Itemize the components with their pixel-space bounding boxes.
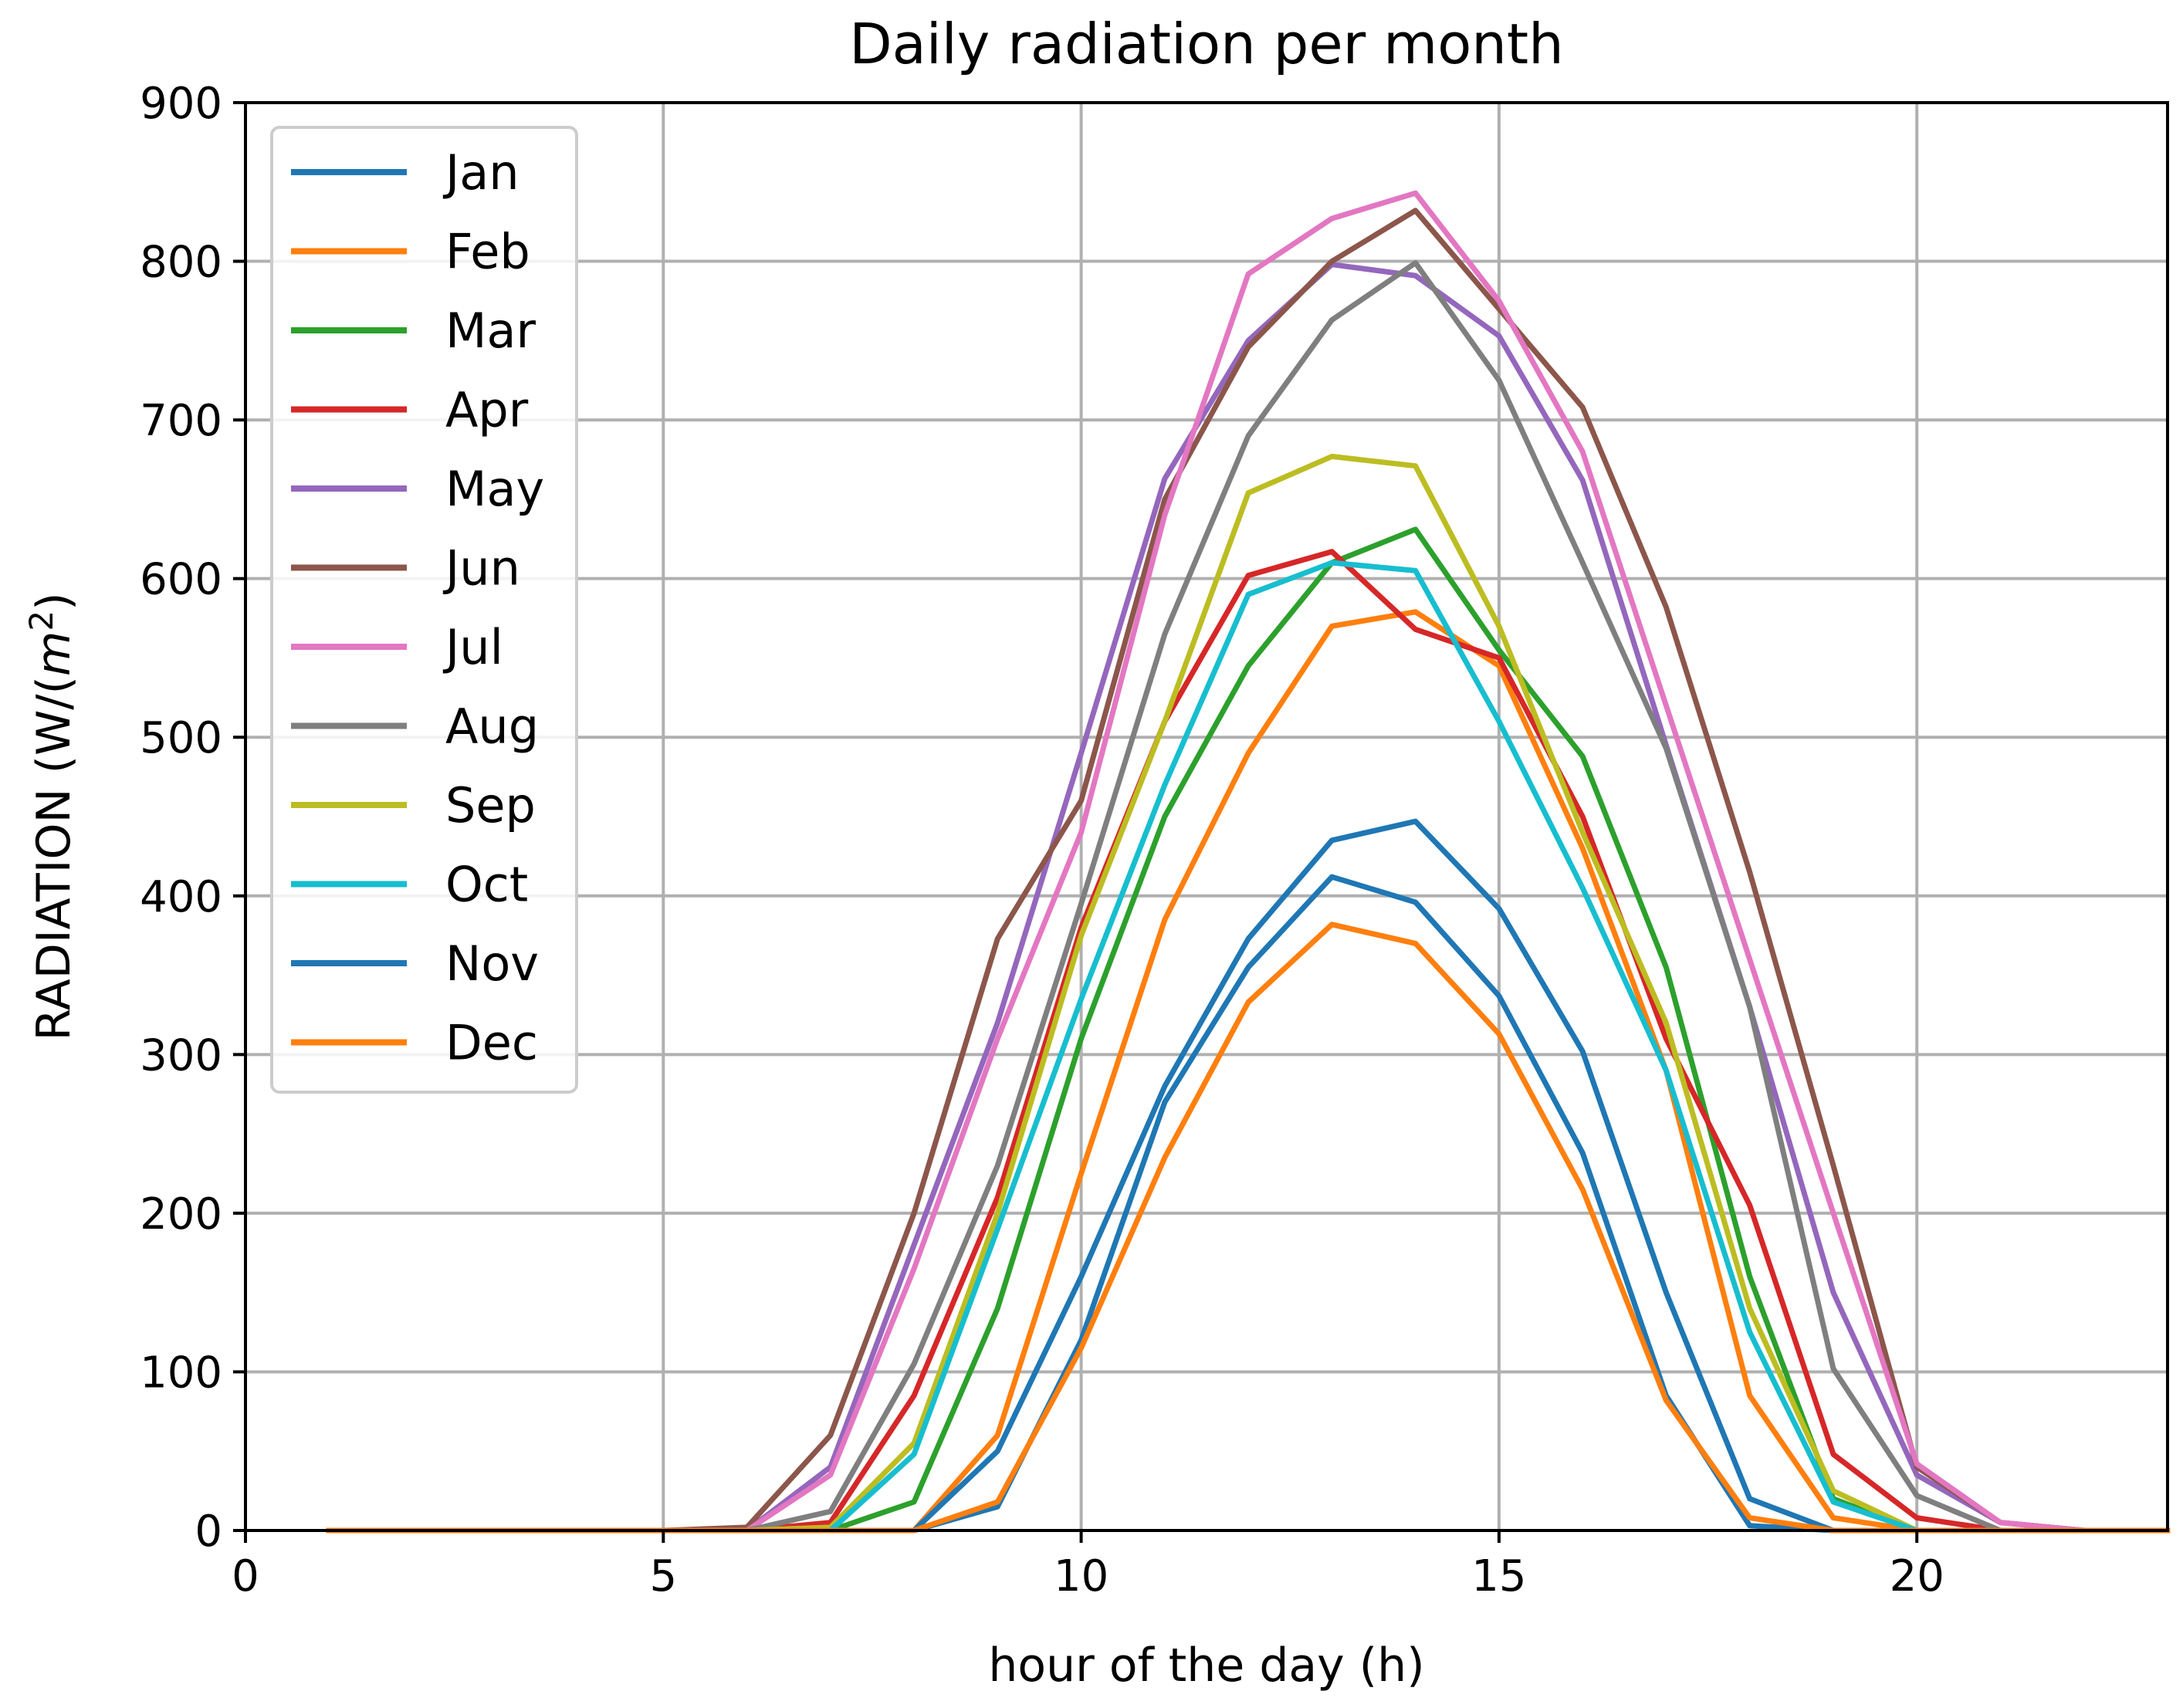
plot-frame <box>244 101 2169 1532</box>
y-axis-title-sup: 2 <box>22 610 60 631</box>
legend-label-aug: Aug <box>445 698 539 755</box>
series-line-jul <box>326 190 2171 1534</box>
legend-label-oct: Oct <box>445 857 528 913</box>
x-tick-label: 20 <box>1890 1551 1944 1601</box>
x-tick-label: 0 <box>232 1551 259 1601</box>
series-line-dec <box>326 922 2171 1534</box>
legend-label-sep: Sep <box>445 777 536 834</box>
y-tick-label: 900 <box>140 79 222 129</box>
y-tick-label: 100 <box>140 1348 222 1398</box>
legend-label-feb: Feb <box>445 224 530 280</box>
y-tick-label: 700 <box>140 396 222 446</box>
y-tick-label: 300 <box>140 1030 222 1081</box>
y-axis-title-var: m <box>27 631 81 676</box>
y-axis-title: RADIATION (W/(m2) <box>22 592 81 1040</box>
series-line-may <box>326 262 2171 1534</box>
legend-label-mar: Mar <box>445 303 536 359</box>
chart-title: Daily radiation per month <box>849 12 1564 76</box>
y-tick-label: 600 <box>140 555 222 605</box>
x-axis-title: hour of the day (h) <box>988 1639 1424 1693</box>
y-axis-title-prefix: RADIATION (W/( <box>27 676 81 1040</box>
legend: Jan Feb Mar Apr May Jun Jul Aug Sep Oct Nov Dec <box>270 126 578 1094</box>
y-tick-label: 800 <box>140 238 222 288</box>
legend-label-may: May <box>445 461 544 517</box>
x-tick-label: 15 <box>1471 1551 1526 1601</box>
y-tick-label: 0 <box>195 1507 222 1557</box>
legend-label-nov: Nov <box>445 935 539 992</box>
x-tick-label: 5 <box>649 1551 677 1601</box>
series-line-jan <box>326 874 2171 1534</box>
y-tick-label: 200 <box>140 1189 222 1240</box>
legend-label-jan: Jan <box>442 144 520 201</box>
y-tick-label: 500 <box>140 713 222 763</box>
legend-box <box>270 126 578 1094</box>
series-line-jun <box>326 208 2171 1534</box>
legend-label-jun: Jun <box>442 540 520 597</box>
legend-label-jul: Jul <box>442 619 503 675</box>
x-tick-label: 10 <box>1054 1551 1108 1601</box>
y-axis-title-suffix: ) <box>27 592 81 610</box>
legend-label-apr: Apr <box>445 382 529 438</box>
y-tick-label: 400 <box>140 872 222 922</box>
series-lines <box>326 190 2171 1534</box>
legend-label-dec: Dec <box>445 1015 538 1071</box>
